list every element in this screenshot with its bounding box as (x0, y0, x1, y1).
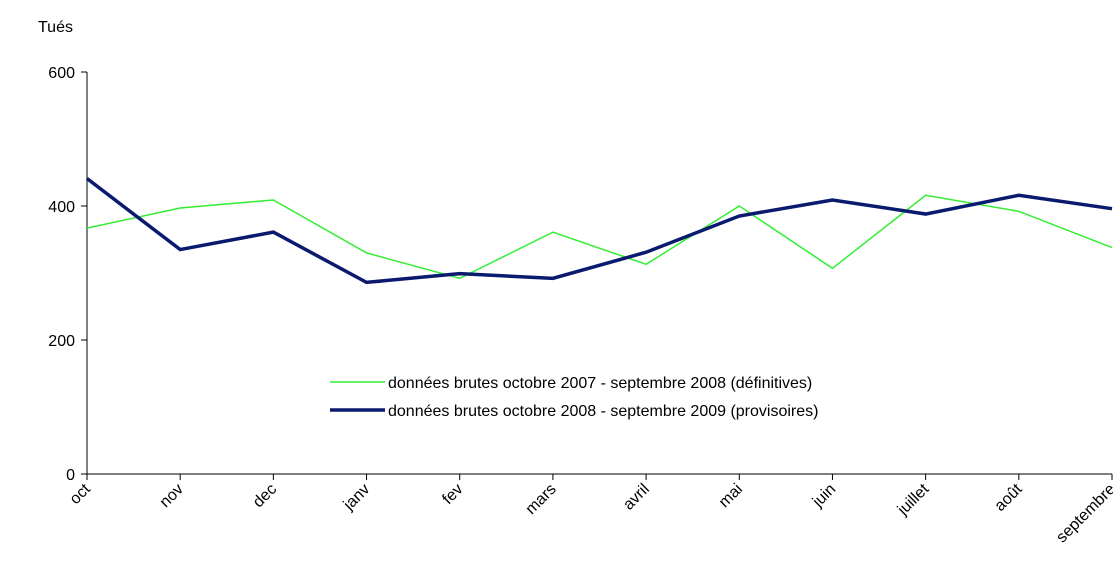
x-tick-label: janv (340, 481, 373, 514)
x-tick-label: fev (439, 481, 466, 508)
y-tick-label: 0 (66, 467, 75, 484)
legend-label: données brutes octobre 2007 - septembre … (388, 375, 812, 392)
y-tick-label: 600 (48, 65, 75, 82)
y-axis-label: Tués (38, 19, 73, 36)
x-tick-label: mars (523, 481, 560, 518)
y-tick-label: 400 (48, 199, 75, 216)
legend-label: données brutes octobre 2008 - septembre … (388, 403, 818, 420)
series-line (86, 194, 1113, 280)
x-tick-label: nov (157, 481, 187, 511)
series-line (85, 177, 1113, 285)
x-tick-label: oct (67, 480, 95, 508)
y-tick-label: 200 (48, 333, 75, 350)
x-tick-label: août (992, 480, 1026, 514)
x-tick-label: avril (620, 481, 653, 514)
x-tick-label: septembre (1053, 481, 1113, 547)
x-tick-label: juin (809, 481, 839, 511)
x-tick-label: juillet (894, 480, 933, 519)
x-tick-label: mai (716, 481, 746, 511)
x-tick-label: dec (250, 481, 280, 511)
